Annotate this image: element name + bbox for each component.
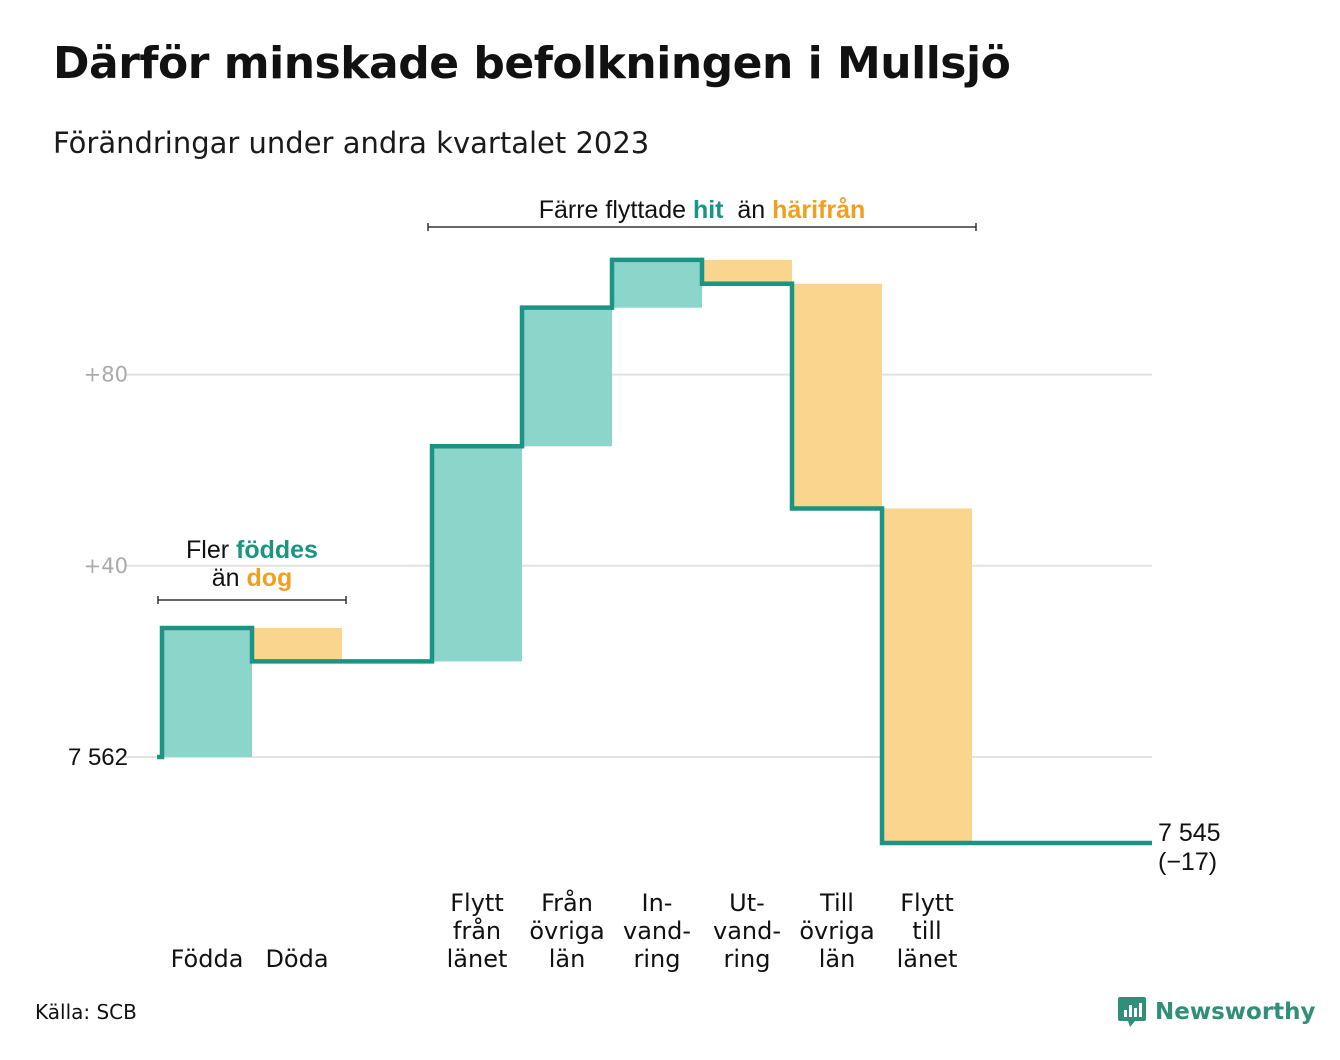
category-label: Döda <box>265 945 328 973</box>
category-label: Flytt <box>900 889 954 917</box>
bar <box>612 259 702 308</box>
brand-logo: Newsworthy <box>1117 995 1316 1029</box>
category-label: Ut- <box>729 889 765 917</box>
category-label: övriga <box>529 917 604 945</box>
annotation-segment: än <box>724 196 773 224</box>
category-label: Från <box>541 888 593 917</box>
category-label: från <box>453 916 501 945</box>
chart-title: Därför minskade befolkningen i Mullsjö <box>53 38 1011 89</box>
category-label: länet <box>897 945 958 973</box>
category-label: till <box>912 917 941 945</box>
category-label: Födda <box>171 945 244 973</box>
bar <box>162 627 252 757</box>
category-label: övriga <box>799 917 874 945</box>
category-label: Flytt <box>450 889 504 917</box>
annotation-segment: hit <box>693 196 724 224</box>
category-label: vand- <box>713 917 781 945</box>
y-tick-label: +80 <box>84 363 128 387</box>
bar <box>702 259 792 284</box>
source-note: Källa: SCB <box>35 1000 137 1024</box>
end-value-label: 7 545 <box>1158 819 1221 847</box>
brand-name: Newsworthy <box>1155 999 1316 1025</box>
y-tick-label: +40 <box>84 554 128 578</box>
step-line <box>157 257 1152 846</box>
bar <box>252 627 342 662</box>
annotation-segment: föddes <box>236 536 318 564</box>
category-label: län <box>819 945 856 973</box>
bar <box>522 307 612 447</box>
annotation-text: Fler föddes <box>186 536 318 564</box>
category-label: vand- <box>623 917 691 945</box>
category-label: län <box>549 945 586 973</box>
newsworthy-logo-icon <box>1118 997 1146 1027</box>
category-label: länet <box>447 945 508 973</box>
bar <box>792 283 882 509</box>
annotation-segment: Färre flyttade <box>539 196 693 224</box>
bar <box>432 446 522 662</box>
annotation-text: Färre flyttade hit än härifrån <box>539 196 866 224</box>
chart-subtitle: Förändringar under andra kvartalet 2023 <box>53 126 650 160</box>
annotation-segment: än <box>212 564 247 592</box>
category-label: In- <box>642 889 673 917</box>
start-value-label: 7 562 <box>68 744 128 771</box>
category-label: ring <box>724 945 771 973</box>
annotation-text: än dog <box>212 564 293 592</box>
annotation-segment: dog <box>246 564 292 592</box>
end-change-label: (−17) <box>1158 848 1217 876</box>
category-label: Till <box>819 889 854 917</box>
annotation-segment: härifrån <box>772 196 865 224</box>
annotation-segment: Fler <box>186 536 236 564</box>
bar <box>882 508 972 844</box>
category-label: ring <box>634 945 681 973</box>
